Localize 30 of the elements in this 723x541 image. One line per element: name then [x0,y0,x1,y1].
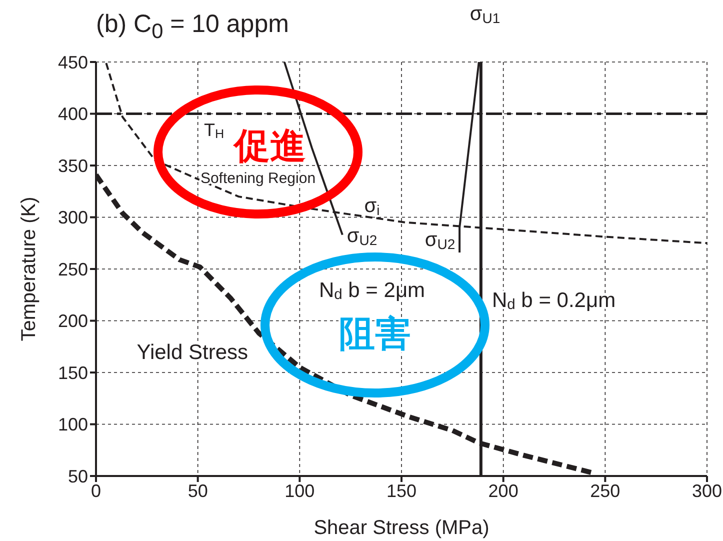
annotation: σ$_{i}$ [364,195,380,218]
annotation: 促進 [232,124,306,166]
text: σ$_{U1}$ [470,3,500,26]
x-axis-title: Shear Stress (MPa) [314,517,490,539]
y-tick-label: 350 [58,156,88,176]
x-tick-label: 150 [386,480,417,501]
y-tick-label: 450 [58,52,88,72]
chart-title: (b) C$_{0}$ = 10 appm [96,10,289,44]
y-tick-label: 250 [58,259,88,280]
y-axis-title: Temperature (K) [18,196,40,342]
y-tick-label: 200 [58,311,88,332]
x-tick-label: 50 [188,480,208,501]
annotation: 阻害 [339,312,411,354]
y-tick-label: 150 [58,362,88,383]
annotation: N$_{d}$ b = 2μm [318,278,426,302]
annotation: Softening Region [200,170,316,186]
y-tick-label: 300 [58,208,88,228]
annotation: σ$_{U2}$ [424,229,456,252]
y-tick-label: 50 [68,466,88,486]
y-tick-label: 400 [58,104,88,124]
x-tick-label: 100 [284,480,315,501]
annotation: Yield Stress [136,340,248,364]
y-tick-label: 100 [58,414,88,435]
annotation: T$_{H}$ [204,120,224,141]
x-tick-label: 0 [90,480,102,501]
annotation: N$_{d}$ b = 0.2μm [492,288,616,312]
x-tick-label: 200 [488,480,518,501]
annotation: σ$_{U2}$ [346,225,378,248]
x-tick-label: 300 [692,480,722,501]
x-tick-label: 250 [590,480,620,501]
